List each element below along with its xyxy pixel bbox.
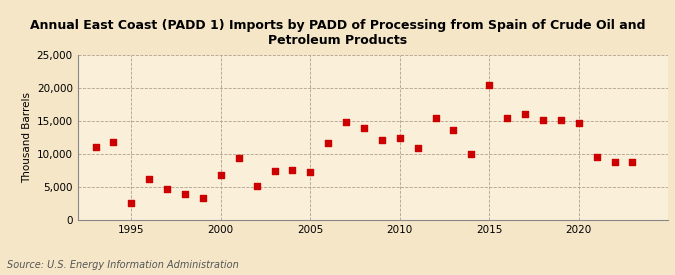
Point: [269, 168, 280, 173]
Point: [215, 173, 226, 177]
Point: [287, 168, 298, 172]
Point: [430, 116, 441, 120]
Point: [412, 146, 423, 150]
Point: [556, 118, 566, 123]
Point: [198, 195, 209, 200]
Point: [573, 121, 584, 125]
Point: [358, 126, 369, 130]
Point: [627, 160, 638, 164]
Point: [144, 177, 155, 181]
Point: [180, 191, 190, 196]
Point: [341, 120, 352, 125]
Point: [537, 117, 548, 122]
Y-axis label: Thousand Barrels: Thousand Barrels: [22, 92, 32, 183]
Point: [323, 141, 333, 145]
Text: Annual East Coast (PADD 1) Imports by PADD of Processing from Spain of Crude Oil: Annual East Coast (PADD 1) Imports by PA…: [30, 19, 645, 47]
Point: [305, 170, 316, 175]
Text: Source: U.S. Energy Information Administration: Source: U.S. Energy Information Administ…: [7, 260, 238, 270]
Point: [609, 160, 620, 164]
Point: [502, 116, 512, 120]
Point: [448, 128, 459, 133]
Point: [394, 136, 405, 140]
Point: [377, 138, 387, 142]
Point: [484, 82, 495, 87]
Point: [126, 201, 137, 205]
Point: [90, 145, 101, 150]
Point: [466, 152, 477, 156]
Point: [108, 140, 119, 144]
Point: [251, 184, 262, 189]
Point: [162, 187, 173, 191]
Point: [520, 112, 531, 117]
Point: [591, 155, 602, 160]
Point: [234, 156, 244, 160]
